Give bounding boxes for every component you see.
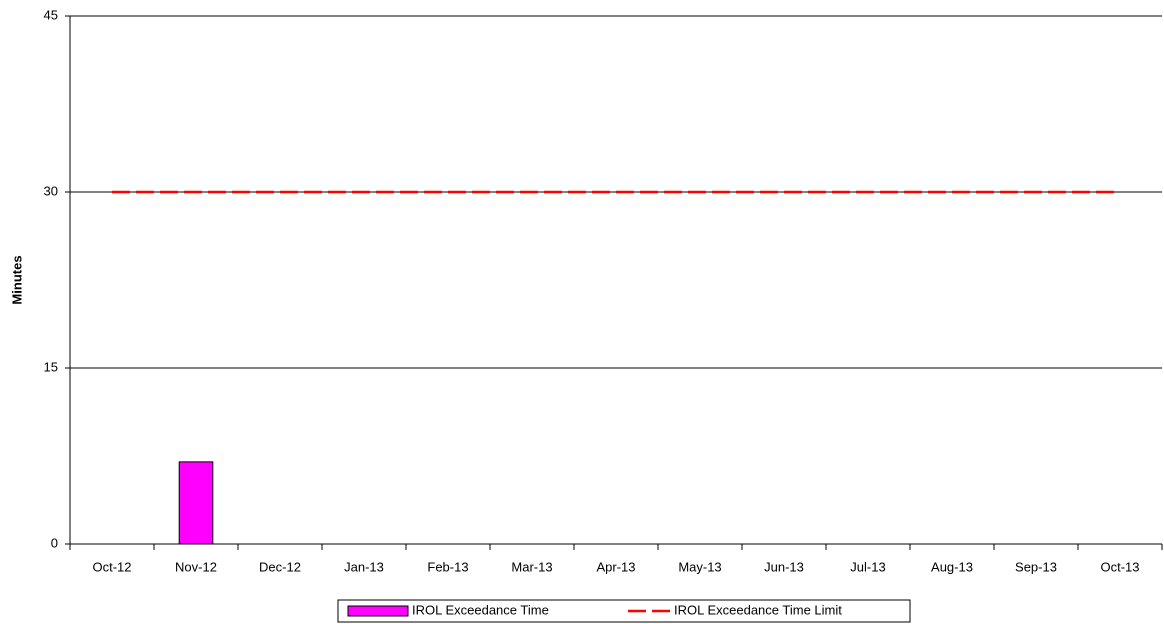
x-tick-label: Oct-13 xyxy=(1100,559,1139,574)
y-axis-label: Minutes xyxy=(9,255,24,304)
legend-swatch xyxy=(347,605,409,617)
x-tick-label: Jan-13 xyxy=(344,559,384,574)
x-tick-label: Jul-13 xyxy=(850,559,885,574)
x-tick-label: May-13 xyxy=(678,559,721,574)
x-tick-label: Apr-13 xyxy=(596,559,635,574)
y-tick-label: 30 xyxy=(44,183,58,198)
x-tick-label: Dec-12 xyxy=(259,559,301,574)
legend-label: IROL Exceedance Time xyxy=(412,602,549,617)
legend-label: IROL Exceedance Time Limit xyxy=(674,602,842,617)
x-tick-label: Aug-13 xyxy=(931,559,973,574)
y-tick-label: 0 xyxy=(51,535,58,550)
x-tick-label: Mar-13 xyxy=(511,559,552,574)
x-tick-label: Oct-12 xyxy=(92,559,131,574)
x-tick-label: Sep-13 xyxy=(1015,559,1057,574)
x-tick-label: Feb-13 xyxy=(427,559,468,574)
x-tick-label: Jun-13 xyxy=(764,559,804,574)
y-tick-label: 45 xyxy=(44,7,58,22)
legend-box xyxy=(337,599,911,623)
x-tick-label: Nov-12 xyxy=(175,559,217,574)
bar xyxy=(178,461,214,545)
y-tick-label: 15 xyxy=(44,359,58,374)
